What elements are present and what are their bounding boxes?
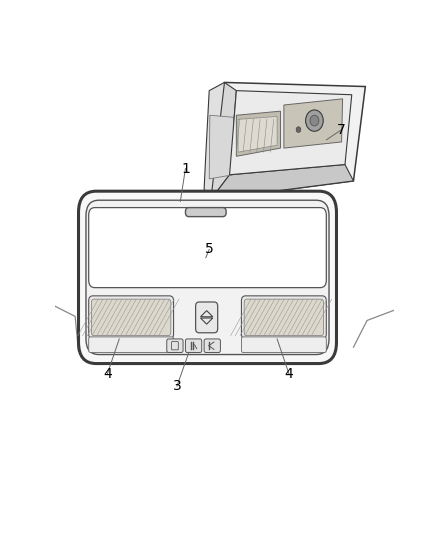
Circle shape [296, 127, 301, 133]
Polygon shape [211, 165, 353, 199]
Polygon shape [211, 83, 365, 199]
Polygon shape [237, 111, 280, 156]
FancyBboxPatch shape [92, 299, 171, 336]
FancyBboxPatch shape [185, 339, 202, 352]
Polygon shape [230, 91, 352, 175]
Circle shape [306, 110, 323, 131]
FancyBboxPatch shape [241, 296, 326, 339]
FancyBboxPatch shape [86, 200, 329, 354]
Polygon shape [238, 117, 277, 152]
FancyBboxPatch shape [88, 296, 173, 339]
Polygon shape [209, 115, 233, 179]
Circle shape [310, 115, 319, 126]
FancyBboxPatch shape [88, 337, 173, 352]
Text: 5: 5 [205, 243, 214, 256]
FancyBboxPatch shape [167, 339, 183, 352]
FancyBboxPatch shape [244, 299, 324, 336]
FancyBboxPatch shape [204, 339, 220, 352]
Text: 4: 4 [285, 367, 293, 381]
FancyBboxPatch shape [88, 207, 326, 288]
Text: 3: 3 [173, 379, 181, 393]
Polygon shape [211, 83, 237, 199]
Polygon shape [204, 83, 237, 199]
FancyBboxPatch shape [185, 207, 226, 216]
Text: 4: 4 [103, 367, 112, 381]
Text: 1: 1 [181, 161, 190, 175]
FancyBboxPatch shape [78, 191, 336, 364]
Polygon shape [284, 99, 343, 148]
FancyBboxPatch shape [196, 302, 218, 333]
Text: 7: 7 [337, 123, 346, 136]
FancyBboxPatch shape [241, 337, 326, 352]
